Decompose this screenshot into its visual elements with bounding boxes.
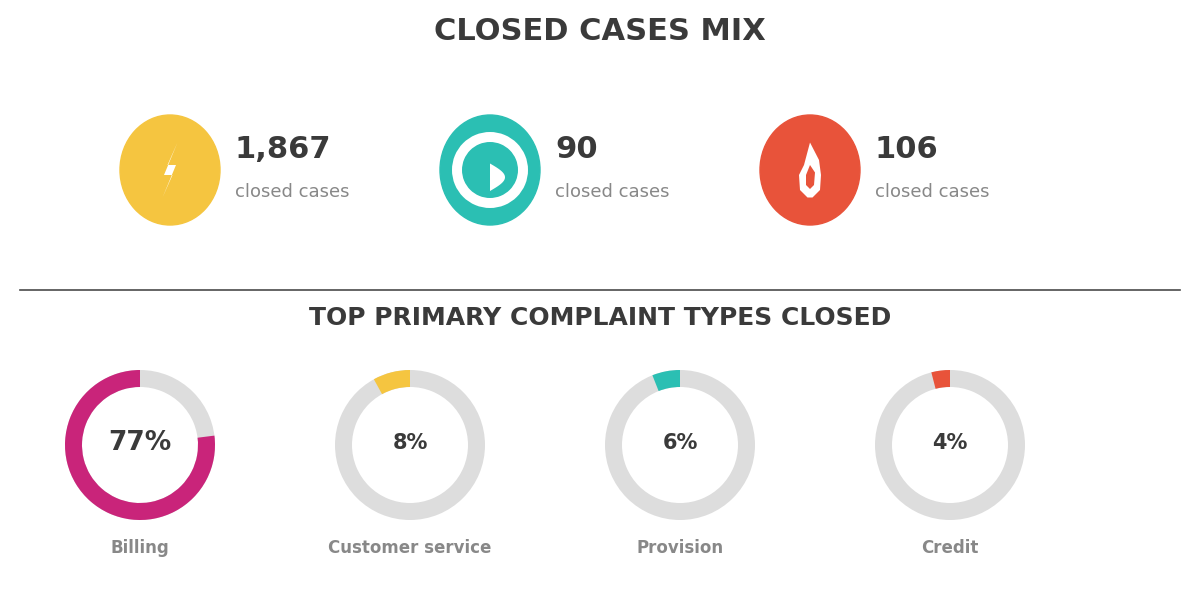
Ellipse shape: [440, 115, 540, 225]
Wedge shape: [875, 370, 1025, 520]
Ellipse shape: [120, 115, 220, 225]
Wedge shape: [374, 370, 410, 394]
Wedge shape: [931, 370, 950, 389]
Text: 1,867: 1,867: [235, 136, 331, 164]
Text: Provision: Provision: [636, 539, 724, 557]
Wedge shape: [452, 132, 528, 208]
Wedge shape: [335, 370, 485, 520]
Ellipse shape: [760, 115, 860, 225]
Wedge shape: [605, 370, 755, 520]
Text: 4%: 4%: [932, 433, 967, 453]
Polygon shape: [490, 163, 505, 191]
Text: Billing: Billing: [110, 539, 169, 557]
Wedge shape: [65, 370, 215, 520]
Text: 77%: 77%: [108, 430, 172, 456]
Text: 6%: 6%: [662, 433, 697, 453]
Polygon shape: [799, 142, 821, 197]
Text: Customer service: Customer service: [329, 539, 492, 557]
Text: CLOSED CASES MIX: CLOSED CASES MIX: [434, 17, 766, 46]
Text: Credit: Credit: [922, 539, 979, 557]
Text: closed cases: closed cases: [235, 183, 349, 201]
Text: TOP PRIMARY COMPLAINT TYPES CLOSED: TOP PRIMARY COMPLAINT TYPES CLOSED: [308, 306, 892, 330]
Polygon shape: [806, 165, 815, 189]
Wedge shape: [653, 370, 680, 391]
Text: 106: 106: [875, 136, 938, 164]
Polygon shape: [162, 142, 178, 197]
Text: 8%: 8%: [392, 433, 427, 453]
Text: closed cases: closed cases: [556, 183, 670, 201]
Wedge shape: [65, 370, 215, 520]
Text: 90: 90: [556, 136, 598, 164]
Text: closed cases: closed cases: [875, 183, 990, 201]
